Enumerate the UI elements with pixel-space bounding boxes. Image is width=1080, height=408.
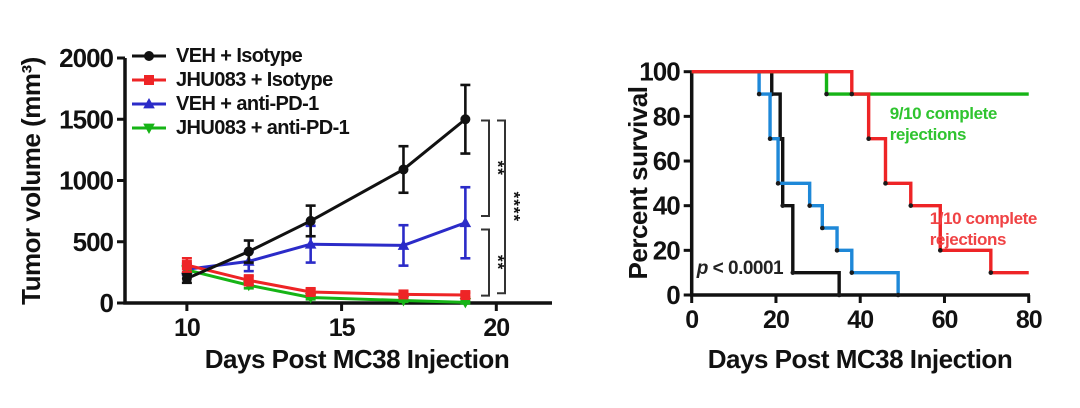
marker-jhu083-isotype (243, 275, 254, 286)
knee-dot-jhu083-isotype (849, 91, 855, 97)
knee-dot-veh-isotype (836, 292, 842, 298)
survival-y-axis-label: Percent survival (623, 86, 653, 280)
survival-xtick-label: 80 (1016, 306, 1042, 334)
knee-dot-jhu083-isotype (883, 181, 888, 186)
knee-dot-jhu083-isotype (866, 136, 871, 141)
significance-stars: ** (489, 255, 508, 270)
annotation-green-rejections: 9/10 complete rejections (889, 103, 998, 144)
legend-label: VEH + Isotype (176, 44, 303, 67)
tumor-y-axis-label: Tumor volume (mm³) (16, 57, 46, 305)
significance-bracket (481, 119, 490, 218)
marker-veh-isotype (243, 246, 254, 257)
survival-curve-jhu083-antipd1 (691, 69, 1029, 96)
survival-x-axis-label: Days Post MC38 Injection (707, 344, 1013, 374)
significance-stars: ** (489, 161, 508, 176)
marker-jhu083-isotype (305, 286, 316, 297)
knee-dot-veh-isotype (790, 270, 796, 275)
legend-item-veh-antipd1: VEH + anti-PD-1 (129, 92, 349, 116)
knee-dot-veh-antipd1 (820, 225, 825, 231)
survival-ytick-label: 0 (666, 280, 680, 310)
survival-ytick-label: 100 (639, 57, 680, 87)
marker-veh-isotype (181, 273, 192, 284)
tumor-xtick-label: 20 (483, 314, 509, 342)
marker-veh-antipd1 (304, 238, 317, 249)
tumor-ytick-label: 500 (73, 227, 114, 257)
series-line-veh-antipd1 (186, 221, 466, 271)
knee-dot-jhu083-isotype (908, 203, 914, 208)
tumor-xtick-label: 15 (329, 314, 356, 342)
legend-marker-square-icon (132, 75, 166, 85)
survival-curve-jhu083-isotype (691, 69, 1029, 275)
legend-marker-circle-icon (132, 51, 166, 61)
significance-bracket (481, 228, 490, 297)
legend-item-jhu083-antipd1: JHU083 + anti-PD-1 (129, 116, 350, 140)
knee-dot-veh-isotype (780, 203, 785, 208)
marker-jhu083-isotype (460, 290, 471, 301)
tumor-ytick-label: 1500 (59, 104, 113, 134)
p-value-label: p < 0.0001 (696, 258, 784, 280)
survival-xtick-label: 20 (763, 306, 789, 334)
marker-veh-isotype (305, 215, 316, 226)
knee-dot-veh-antipd1 (849, 270, 855, 275)
tumor-ytick-label: 0 (100, 288, 114, 318)
knee-dot-veh-antipd1 (756, 91, 762, 97)
marker-jhu083-isotype (398, 289, 409, 300)
survival-curve-veh-isotype (691, 69, 841, 295)
legend-label: VEH + anti-PD-1 (176, 92, 319, 115)
knee-dot-veh-antipd1 (775, 181, 781, 186)
knee-dot-jhu083-isotype (937, 248, 943, 253)
knee-dot-veh-antipd1 (767, 136, 773, 141)
significance-bracket (497, 119, 506, 295)
survival-xtick-label: 60 (932, 306, 958, 334)
series-line-veh-isotype (186, 118, 467, 280)
survival-xtick-label: 0 (685, 306, 698, 334)
survival-ytick-label: 60 (653, 146, 680, 176)
knee-dot-jhu083-antipd1 (824, 91, 829, 97)
marker-veh-isotype (398, 164, 409, 175)
tumor-ytick-label: 1000 (59, 166, 113, 196)
legend-marker-triangle-down-icon (132, 123, 166, 134)
annotation-red-rejections: 1/10 complete rejections (929, 208, 1038, 249)
knee-dot-jhu083-isotype (988, 270, 994, 275)
marker-veh-isotype (460, 114, 471, 125)
marker-jhu083-isotype (181, 260, 192, 271)
legend-label: JHU083 + anti-PD-1 (176, 116, 350, 139)
survival-xtick-label: 40 (847, 306, 873, 334)
tumor-x-axis-label: Days Post MC38 Injection (204, 344, 510, 374)
tumor-xtick-label: 10 (174, 314, 200, 342)
significance-stars: **** (505, 192, 524, 222)
marker-jhu083-antipd1 (459, 297, 472, 309)
marker-veh-antipd1 (459, 216, 472, 228)
legend-marker-triangle-up-icon (132, 98, 166, 109)
legend-item-veh-isotype: VEH + Isotype (129, 44, 349, 68)
tumor-ytick-label: 2000 (59, 43, 113, 73)
knee-dot-veh-antipd1 (807, 203, 812, 208)
marker-veh-antipd1 (397, 239, 410, 250)
survival-ytick-label: 40 (653, 191, 680, 221)
knee-dot-veh-antipd1 (895, 292, 901, 298)
survival-ytick-label: 20 (653, 235, 680, 265)
legend-item-jhu083-isotype: JHU083 + Isotype (129, 68, 349, 92)
knee-dot-veh-antipd1 (834, 248, 840, 253)
legend-label: JHU083 + Isotype (176, 68, 333, 91)
legend: VEH + Isotype JHU083 + Isotype VEH + ant… (129, 44, 350, 140)
survival-ytick-label: 80 (653, 101, 680, 131)
